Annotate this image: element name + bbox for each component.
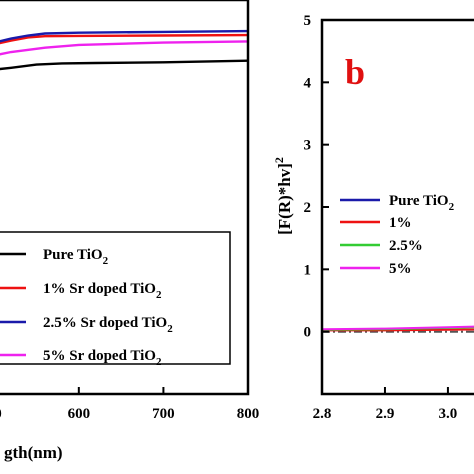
legend-label-subscript: 2: [156, 289, 162, 301]
legend-label-subscript: 2: [103, 255, 109, 267]
panel-a-legend-label: Pure TiO2: [43, 247, 109, 267]
panel-b-y-tick-label: 0: [304, 325, 312, 341]
panel-b-legend-label: 2.5%: [389, 238, 423, 254]
panel-b-x-ticks: 2.8 2.9 3.0: [313, 387, 458, 422]
panel-b-y-ticks: 0 1 2 3 4 5: [304, 13, 329, 341]
legend-label-text: 5% Sr doped TiO: [43, 348, 156, 364]
panel-b-y-tick-label: 3: [304, 138, 312, 154]
legend-label-text: 2.5%: [389, 238, 423, 254]
panel-a-legend-label: 1% Sr doped TiO2: [43, 281, 162, 301]
panel-a-x-tick-label: 800: [237, 406, 260, 422]
panel-b-legend-label: 5%: [389, 261, 412, 277]
panel-b-legend-label: Pure TiO2: [389, 193, 455, 213]
panel-a-series-line-pure-tio-0: [0, 59, 249, 71]
panel-b-legend-label: 1%: [389, 215, 412, 231]
panel-a-series-group: [0, 29, 249, 71]
legend-label-text: Pure TiO: [43, 247, 103, 263]
panel-b-y-axis-title-text: [F(R)*hv]: [275, 163, 294, 235]
legend-label-text: 1% Sr doped TiO: [43, 281, 156, 297]
panel-b-y-tick-label: 2: [304, 200, 312, 216]
panel-b-y-tick-label: 4: [304, 75, 312, 91]
legend-label-subscript: 2: [167, 323, 173, 335]
panel-a-x-axis-title: gth(nm): [4, 443, 63, 462]
panel-b-x-tick-label: 2.9: [376, 406, 395, 422]
panel-a-series-line-2-5-sr-doped-tio-2: [0, 29, 249, 43]
panel-b-legend: Pure TiO2 1% 2.5% 5%: [340, 193, 455, 277]
panel-a-series-line-5-sr-doped-tio-3: [0, 40, 249, 56]
legend-label-subscript: 2: [156, 356, 162, 368]
legend-label-subscript: 2: [449, 201, 455, 213]
panel-a-x-ticks: 00 600 700 800: [0, 387, 259, 422]
panel-a-x-tick-label: 00: [0, 406, 2, 422]
legend-label-text: 2.5% Sr doped TiO: [43, 315, 167, 331]
panel-b-letter: b: [345, 52, 365, 92]
panel-b-y-axis-title: [F(R)*hv]2: [272, 157, 294, 235]
panel-b-y-tick-label: 1: [304, 262, 312, 278]
panel-b-x-tick-label: 3.0: [439, 406, 458, 422]
panel-b-y-axis-title-superscript: 2: [272, 157, 286, 163]
legend-label-text: 5%: [389, 261, 412, 277]
panel-a-x-tick-label: 700: [152, 406, 175, 422]
legend-label-text: Pure TiO: [389, 193, 449, 209]
panel-b-y-tick-label: 5: [304, 13, 312, 29]
panel-a-x-tick-label: 600: [68, 406, 91, 422]
panel-b-series-group: [321, 325, 474, 333]
panel-b-series-line-5-3: [321, 325, 474, 331]
panel-a-plot-frame: [0, 0, 250, 396]
panel-a-legend-label: 2.5% Sr doped TiO2: [43, 315, 173, 335]
panel-a-series-line-1-sr-doped-tio-1: [0, 33, 249, 45]
panel-a-legend-label: 5% Sr doped TiO2: [43, 348, 162, 368]
panel-a-legend-box: [0, 231, 231, 365]
legend-label-text: 1%: [389, 215, 412, 231]
panel-b-x-tick-label: 2.8: [313, 406, 332, 422]
